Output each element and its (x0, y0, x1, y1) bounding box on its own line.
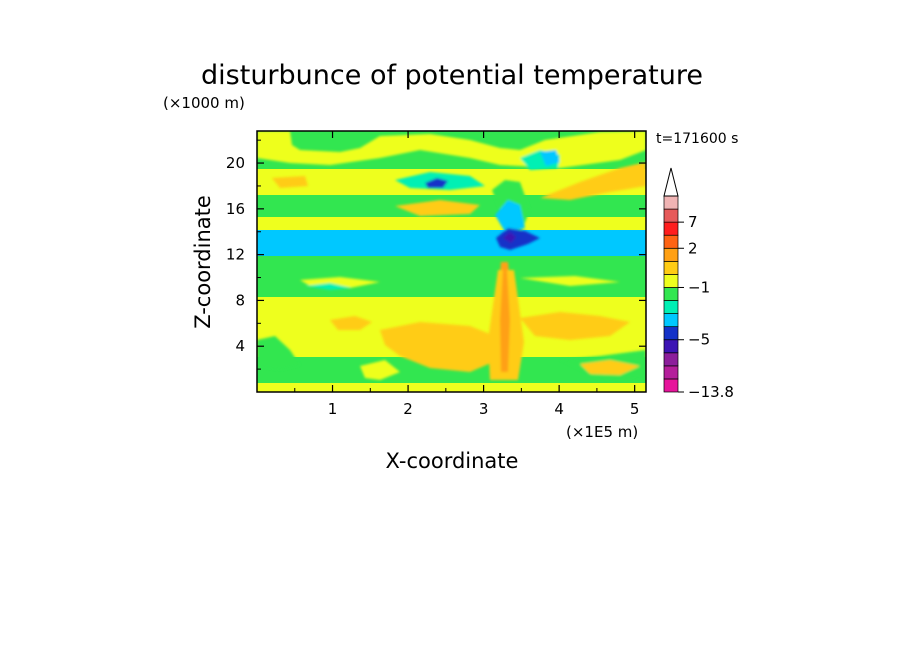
upper-dark-blob (425, 178, 448, 188)
x-tick-label: 2 (403, 400, 413, 418)
layer-cyan-band (257, 230, 646, 256)
lower-orange-body (380, 322, 500, 372)
colorbar-bin (663, 247, 679, 262)
y-unit-label: (×1000 m) (163, 94, 245, 112)
colorbar-bin (663, 300, 679, 314)
x-unit-label: (×1E5 m) (566, 423, 638, 441)
y-axis: 4 8 12 16 20 (226, 139, 646, 370)
colorbar-bin (663, 208, 679, 223)
layer-mid-yellow (257, 217, 646, 230)
colorbar-bin (663, 195, 679, 210)
x-tick-label: 3 (479, 400, 489, 418)
x-tick-label: 5 (630, 400, 640, 418)
surface-yellow-bump (360, 360, 400, 380)
colorbar-bin (663, 365, 679, 380)
y-axis-label: Z-coordinate (191, 195, 215, 329)
mid-cyan-streak (305, 283, 352, 290)
lower-orange-left (330, 316, 372, 330)
plume-cyan-cone (495, 200, 525, 232)
dark-blue-core (496, 228, 540, 250)
surface-green-left (257, 336, 300, 370)
top-cyan-patch-2 (540, 150, 560, 166)
plume-stem-core (500, 270, 510, 372)
time-label: t=171600 s (656, 131, 738, 147)
layer-surface-yellow (257, 383, 646, 392)
colorbar-bin (663, 378, 679, 393)
y-tick-label: 12 (226, 246, 245, 264)
upper-orange-wedge (540, 162, 646, 200)
x-tick-label: 1 (328, 400, 338, 418)
colorbar-label: 2 (688, 239, 698, 257)
chart-title: disturbunce of potential temperature (201, 60, 703, 91)
colorbar-label: −13.8 (688, 383, 734, 401)
x-axis-label: X-coordinate (386, 449, 519, 473)
colorbar-label: −5 (688, 331, 710, 349)
colorbar-bin (663, 287, 679, 301)
y-tick-label: 4 (235, 337, 245, 355)
colorbar-bin (663, 274, 679, 288)
y-tick-label: 8 (235, 291, 245, 309)
x-tick-label: 4 (554, 400, 564, 418)
x-axis: 1 2 3 4 5 (294, 131, 640, 418)
lower-orange-right (520, 312, 630, 340)
layer-mid-green (257, 256, 646, 297)
colorbar-bin (663, 260, 679, 275)
colorbar-bin (663, 234, 679, 249)
y-tick-label: 16 (226, 200, 245, 218)
surface-orange-right (580, 360, 640, 375)
colorbar-bin (663, 326, 679, 341)
colorbar-bin (663, 221, 679, 236)
colorbar: 7 2 −1 −5 −13.8 (663, 167, 734, 401)
upper-orange-wedge-2 (600, 168, 640, 186)
mid-yellow-streak-2 (520, 276, 620, 286)
colorbar-label: −1 (688, 278, 710, 296)
colorbar-bin (663, 313, 679, 328)
colorbar-bin (663, 352, 679, 367)
upper-orange-patch (395, 200, 480, 216)
dark-blue-core-inner (503, 232, 516, 243)
plot-field (257, 131, 646, 392)
plot-frame (256, 130, 647, 393)
upper-left-orange (272, 176, 308, 188)
y-tick-label: 20 (226, 154, 245, 172)
colorbar-label: 7 (688, 213, 698, 231)
colorbar-bin (663, 339, 679, 354)
colorbar-extend-arrow (663, 167, 679, 197)
